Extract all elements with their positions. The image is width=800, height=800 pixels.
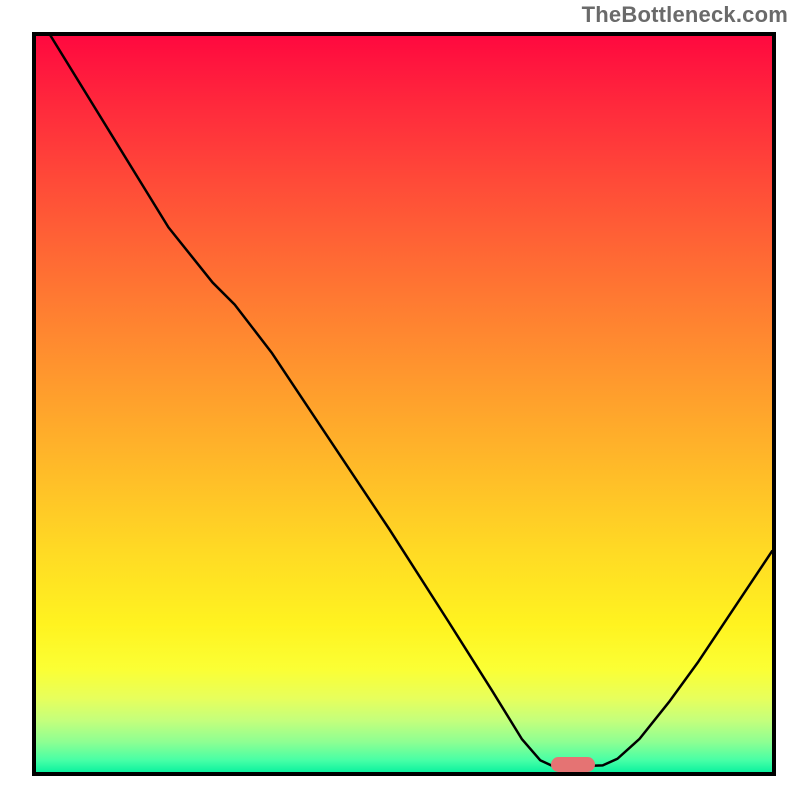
watermark-text: TheBottleneck.com [582, 2, 788, 28]
optimal-point-marker [551, 757, 595, 772]
plot-area [32, 32, 776, 776]
bottleneck-curve [36, 36, 772, 772]
figure-root: TheBottleneck.com [0, 0, 800, 800]
